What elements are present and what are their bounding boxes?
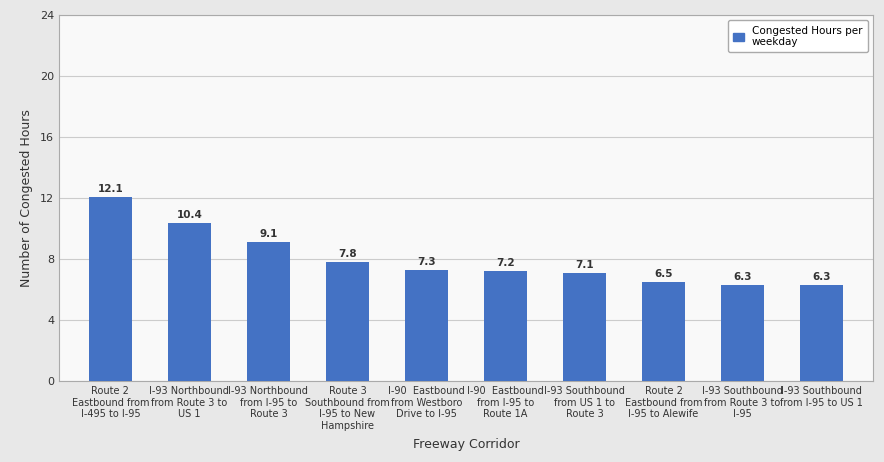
Text: 6.5: 6.5 [654, 269, 673, 279]
Bar [88, 197, 132, 381]
Bar [642, 282, 685, 381]
Bar [800, 285, 843, 381]
Bar [720, 285, 765, 381]
Bar [247, 243, 290, 381]
Text: 10.4: 10.4 [177, 210, 202, 219]
Bar [168, 223, 211, 381]
Legend: Congested Hours per
weekday: Congested Hours per weekday [728, 20, 868, 52]
Y-axis label: Number of Congested Hours: Number of Congested Hours [20, 109, 33, 287]
Bar [405, 270, 448, 381]
Text: 7.3: 7.3 [417, 257, 436, 267]
Bar [563, 273, 606, 381]
Text: 6.3: 6.3 [733, 272, 751, 282]
Bar [484, 272, 527, 381]
Text: 6.3: 6.3 [812, 272, 831, 282]
Text: 7.2: 7.2 [496, 258, 514, 268]
Text: 9.1: 9.1 [259, 230, 278, 239]
Text: 12.1: 12.1 [97, 183, 123, 194]
Text: 7.8: 7.8 [338, 249, 357, 259]
Text: 7.1: 7.1 [575, 260, 594, 270]
Bar [325, 262, 370, 381]
X-axis label: Freeway Corridor: Freeway Corridor [413, 438, 519, 451]
